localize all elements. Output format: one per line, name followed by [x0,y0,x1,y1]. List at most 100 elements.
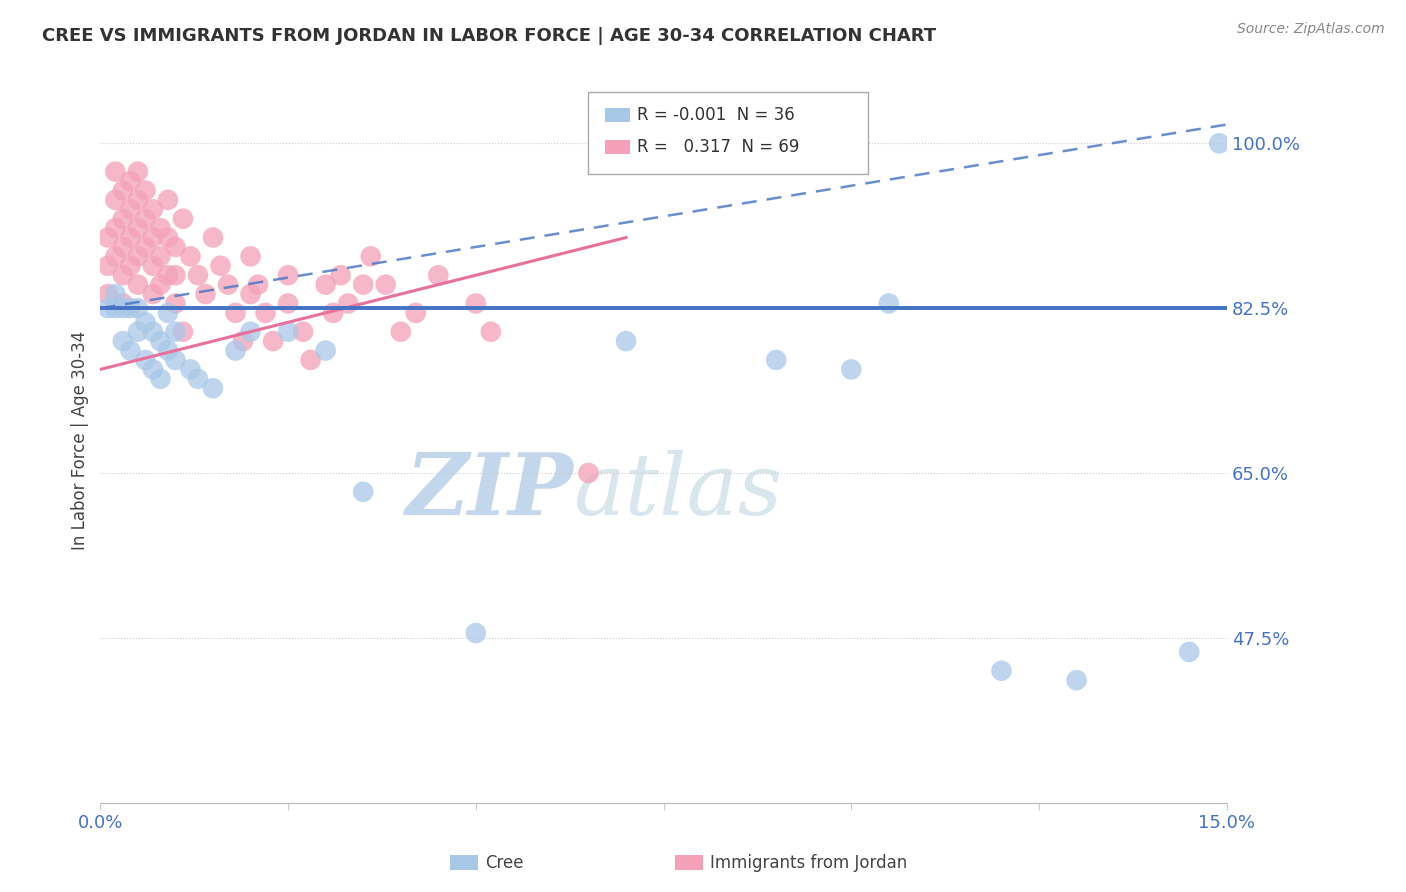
Point [149,277,172,292]
Text: R =   0.317  N = 69: R = 0.317 N = 69 [637,138,799,156]
Point [405,306,427,320]
Point [127,325,149,339]
Point [201,381,224,395]
Point [97,287,120,301]
Point [127,221,149,235]
Point [165,325,187,339]
Point [165,353,187,368]
Point [120,259,142,273]
Point [120,343,142,358]
Point [427,268,450,283]
Point [111,334,134,348]
Point [1178,645,1201,659]
Point [247,277,270,292]
Point [97,259,120,273]
Point [142,287,165,301]
Point [127,301,149,315]
Point [179,362,201,376]
Point [111,240,134,254]
Point [134,315,156,329]
Point [134,353,156,368]
Point [149,221,172,235]
Point [149,372,172,386]
Text: Source: ZipAtlas.com: Source: ZipAtlas.com [1237,22,1385,37]
Point [142,230,165,244]
Point [134,184,156,198]
Point [111,301,134,315]
Point [765,353,787,368]
Point [329,268,352,283]
Point [134,240,156,254]
Point [352,484,374,499]
Y-axis label: In Labor Force | Age 30-34: In Labor Force | Age 30-34 [72,330,89,549]
Point [578,466,600,480]
Point [104,249,127,263]
Point [239,249,262,263]
Point [187,372,209,386]
Point [337,296,360,310]
Point [142,259,165,273]
Point [464,626,486,640]
Point [165,296,187,310]
Point [120,202,142,217]
Point [104,287,127,301]
Point [127,277,149,292]
Point [187,268,209,283]
Point [374,277,396,292]
Point [111,296,134,310]
Point [120,301,142,315]
Point [322,306,344,320]
Point [165,240,187,254]
Point [104,301,127,315]
Point [134,211,156,226]
Point [315,343,337,358]
Point [877,296,900,310]
Point [254,306,277,320]
Point [149,334,172,348]
Point [1208,136,1230,151]
Point [225,306,247,320]
Point [104,193,127,207]
Point [142,202,165,217]
Point [104,164,127,178]
Point [239,325,262,339]
Point [127,164,149,178]
Point [464,296,486,310]
Point [277,325,299,339]
Point [209,259,232,273]
Text: Immigrants from Jordan: Immigrants from Jordan [710,854,907,871]
Point [156,268,179,283]
Point [156,343,179,358]
Point [120,174,142,188]
Point [111,184,134,198]
Point [839,362,862,376]
Point [352,277,374,292]
Point [172,211,194,226]
Point [232,334,254,348]
Point [97,301,120,315]
Point [127,193,149,207]
Point [111,211,134,226]
Text: R = -0.001  N = 36: R = -0.001 N = 36 [637,106,794,124]
Point [97,230,120,244]
Point [292,325,315,339]
Point [111,268,134,283]
Point [225,343,247,358]
Point [156,193,179,207]
Point [1066,673,1088,688]
Text: CREE VS IMMIGRANTS FROM JORDAN IN LABOR FORCE | AGE 30-34 CORRELATION CHART: CREE VS IMMIGRANTS FROM JORDAN IN LABOR … [42,27,936,45]
Point [277,268,299,283]
Point [127,249,149,263]
Text: Cree: Cree [485,854,523,871]
Point [239,287,262,301]
Point [120,230,142,244]
Point [217,277,239,292]
Point [149,249,172,263]
Point [360,249,382,263]
Point [142,362,165,376]
Point [299,353,322,368]
Point [172,325,194,339]
Point [142,325,165,339]
Point [201,230,224,244]
Point [479,325,502,339]
